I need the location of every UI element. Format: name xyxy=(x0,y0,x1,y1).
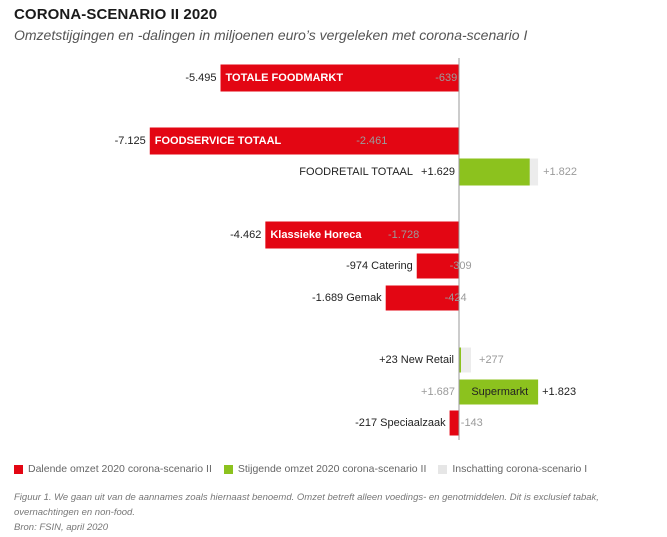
category-label-foodretail-totaal: FOODRETAIL TOTAAL xyxy=(299,166,413,178)
value-label-s1-speciaalzaak: -143 xyxy=(461,417,483,429)
category-label-totale-foodmarkt: TOTALE FOODMARKT xyxy=(226,72,344,84)
legend: Dalende omzet 2020 corona-scenario II St… xyxy=(14,462,587,476)
value-label-s1-foodservice-totaal: -2.461 xyxy=(356,135,387,147)
bar-scenario-2-new-retail xyxy=(459,347,461,373)
value-label-s1-supermarkt: +1.687 xyxy=(421,386,455,398)
value-label-s1-new-retail: +277 xyxy=(479,354,504,366)
legend-label-estimate: Inschatting corona-scenario I xyxy=(452,463,588,475)
category-label-supermarkt: Supermarkt xyxy=(471,386,528,398)
bar-scenario-2-catering xyxy=(416,253,459,279)
category-value-label-speciaalzaak: -217 Speciaalzaak xyxy=(355,417,446,429)
bar-scenario-2-supermarkt xyxy=(459,379,539,405)
category-value-label-new-retail: +23 New Retail xyxy=(379,354,454,366)
legend-item-increase: Stijgende omzet 2020 corona-scenario II xyxy=(223,463,427,475)
footnote-caption: Figuur 1. We gaan uit van de aannames zo… xyxy=(14,492,599,518)
legend-swatch-estimate xyxy=(438,464,448,474)
chart-subtitle: Omzetstijgingen en -dalingen in miljoene… xyxy=(14,27,528,43)
footnote-source: Bron: FSIN, april 2020 xyxy=(14,522,108,533)
bar-scenario-2-foodservice-totaal xyxy=(149,127,459,155)
value-label-s1-totale-foodmarkt: -639 xyxy=(435,72,457,84)
bar-scenario-2-speciaalzaak xyxy=(449,410,459,436)
legend-label-increase: Stijgende omzet 2020 corona-scenario II xyxy=(237,463,427,475)
value-label-s1-klassieke-horeca: -1.728 xyxy=(388,229,419,241)
category-value-label-gemak: -1.689 Gemak xyxy=(312,292,382,304)
bar-scenario-2-totale-foodmarkt xyxy=(220,64,459,92)
value-label-s2-foodretail-totaal: +1.629 xyxy=(421,166,455,178)
bar-scenario-1-new-retail xyxy=(459,347,472,373)
figure-footnote: Figuur 1. We gaan uit van de aannames zo… xyxy=(14,490,654,535)
value-label-s1-foodretail-totaal: +1.822 xyxy=(543,166,577,178)
category-label-foodservice-totaal: FOODSERVICE TOTAAL xyxy=(155,135,282,147)
value-label-s2-klassieke-horeca: -4.462 xyxy=(230,229,261,241)
category-label-klassieke-horeca: Klassieke Horeca xyxy=(270,229,362,241)
bar-chart: TOTALE FOODMARKT -5.495 -639 FOODSERVICE TO… xyxy=(115,58,577,440)
legend-swatch-increase xyxy=(223,464,233,474)
bars-layer xyxy=(149,64,539,436)
bar-scenario-2-gemak xyxy=(385,285,459,311)
bar-scenario-2-klassieke-horeca xyxy=(265,221,459,249)
value-label-s2-foodservice-totaal: -7.125 xyxy=(115,135,146,147)
value-label-s1-gemak: -424 xyxy=(445,292,467,304)
chart-title: CORONA-SCENARIO II 2020 xyxy=(14,6,218,23)
legend-item-estimate: Inschatting corona-scenario I xyxy=(438,463,587,475)
value-label-s2-supermarkt: +1.823 xyxy=(542,386,576,398)
legend-item-decrease: Dalende omzet 2020 corona-scenario II xyxy=(14,463,212,475)
legend-swatch-decrease xyxy=(14,464,23,474)
legend-label-decrease: Dalende omzet 2020 corona-scenario II xyxy=(28,463,212,475)
category-value-label-catering: -974 Catering xyxy=(346,260,413,272)
bar-scenario-2-foodretail-totaal xyxy=(459,158,530,186)
value-label-s1-catering: -309 xyxy=(450,260,472,272)
value-label-s2-totale-foodmarkt: -5.495 xyxy=(185,72,216,84)
